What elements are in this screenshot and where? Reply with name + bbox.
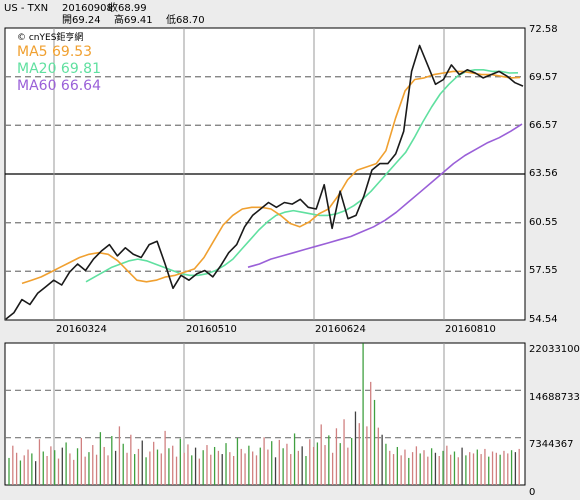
symbol-label: US - TXN (4, 3, 48, 14)
x-tick-label: 20160624 (315, 324, 366, 335)
price-line (5, 44, 524, 320)
y-tick-label: 14688733 (529, 392, 580, 403)
x-ticks: 20160324 20160510 20160624 20160810 (56, 324, 496, 335)
price-gridlines (5, 28, 525, 320)
y-tick-label: 57.55 (529, 265, 558, 276)
y-tick-label: 7344367 (529, 439, 574, 450)
ma60-line (247, 123, 523, 268)
ma5-line (21, 70, 521, 285)
y-tick-label: 63.56 (529, 168, 558, 179)
y-tick-label: 72.58 (529, 24, 558, 35)
volume-panel (4, 342, 526, 486)
price-y-ticks: 72.58 69.57 66.57 63.56 60.55 57.55 54.5… (529, 24, 558, 325)
volume-bars (8, 343, 520, 485)
ma20-line (85, 69, 519, 283)
watermark-label: © cnYES鉅亨網 (17, 31, 83, 43)
price-lines (5, 44, 524, 320)
x-tick-label: 20160510 (186, 324, 237, 335)
open-label: 開69.24 (62, 14, 101, 26)
date-label: 20160908 (62, 3, 113, 14)
legend-ma5: MA5 69.53 (17, 44, 92, 60)
close-label: 收68.99 (108, 1, 147, 14)
y-tick-label: 60.55 (529, 217, 558, 228)
x-tick-label: 20160810 (445, 324, 496, 335)
y-tick-label: 54.54 (529, 314, 558, 325)
high-label: 高69.41 (114, 13, 153, 26)
volume-y-ticks: 22033100 14688733 7344367 0 (529, 344, 580, 498)
y-tick-label: 66.57 (529, 120, 558, 131)
legend-ma20: MA20 69.81 (17, 61, 101, 77)
y-tick-label: 0 (529, 487, 535, 498)
y-tick-label: 22033100 (529, 344, 580, 355)
y-tick-label: 69.57 (529, 72, 558, 83)
legend-ma60: MA60 66.64 (17, 78, 101, 94)
x-tick-label: 20160324 (56, 324, 107, 335)
low-label: 低68.70 (166, 13, 205, 26)
